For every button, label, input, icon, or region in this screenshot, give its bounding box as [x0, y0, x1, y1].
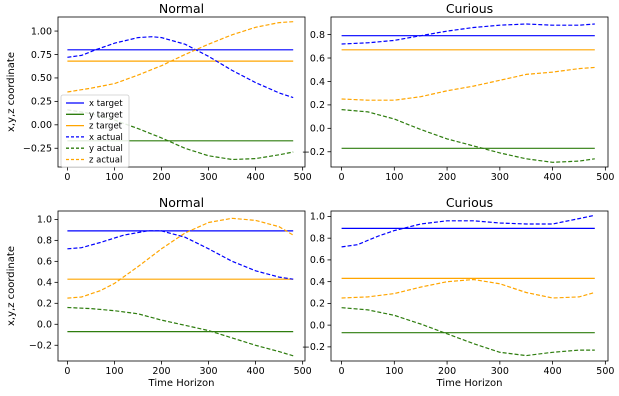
- y-tick-label: 0.8: [310, 30, 325, 41]
- series-line-z-actual: [341, 66, 595, 101]
- y-tick-label: 0.6: [310, 53, 325, 64]
- y-tick-label: 0.2: [310, 299, 325, 310]
- x-tick-label: 200: [152, 366, 170, 377]
- y-tick-label: 0.4: [310, 277, 325, 288]
- x-tick-label: 0: [339, 366, 345, 377]
- series-line-y-actual: [67, 306, 294, 357]
- x-tick-label: 0: [64, 366, 70, 377]
- x-tick-label: 300: [491, 366, 509, 377]
- legend-entry: z target: [89, 122, 123, 132]
- subplot-title: Curious: [446, 1, 493, 16]
- series-line-y-actual: [341, 307, 595, 357]
- subplot-2: Curious 0 100 200 300 400 500 −0.2 0.0 0.2 0.4 0.6 0…: [302, 1, 615, 183]
- x-tick-label: 200: [438, 366, 456, 377]
- series-line-y-actual: [341, 109, 595, 163]
- x-tick-label: 200: [438, 172, 456, 183]
- subplot-title: Curious: [446, 195, 493, 210]
- x-tick-label: 100: [385, 366, 403, 377]
- subplot-title: Normal: [159, 195, 204, 210]
- y-tick-label: −0.2: [302, 147, 325, 158]
- x-tick-label: 400: [247, 366, 265, 377]
- x-tick-label: 200: [152, 172, 170, 183]
- series-line-y-actual: [67, 109, 294, 161]
- y-tick-label: 0.0: [310, 320, 325, 331]
- y-tick-label: 0.00: [31, 120, 52, 131]
- y-tick-label: 0.8: [37, 236, 52, 247]
- x-tick-label: 300: [491, 172, 509, 183]
- subplot-3: Normal 0 100 200 300 400 500 −0.2 0.0 0.2 0.4 0.6 0.…: [6, 195, 312, 389]
- y-tick-label: 0.50: [31, 73, 52, 84]
- subplot-1: Normal 0 100 200 300 400 500 −0.25 0.00 0.25 0.50 0…: [6, 1, 312, 183]
- x-tick-label: 0: [64, 172, 70, 183]
- y-tick-label: −0.25: [23, 144, 52, 155]
- x-tick-label: 300: [199, 366, 217, 377]
- x-tick-label: 0: [339, 172, 345, 183]
- axes-frame: [330, 16, 609, 168]
- series-line-x-actual: [67, 230, 294, 280]
- y-tick-label: −0.2: [29, 341, 52, 352]
- axes-frame: [57, 16, 306, 168]
- series-line-z-actual: [67, 217, 294, 299]
- y-axis-label: x,y,z coordinate: [6, 246, 17, 326]
- x-axis-label: Time Horizon: [148, 378, 215, 389]
- y-tick-label: 1.00: [31, 26, 52, 37]
- y-tick-label: 0.0: [310, 124, 325, 135]
- legend-entry: z actual: [89, 156, 122, 166]
- series-line-x-actual: [341, 23, 595, 45]
- y-tick-label: 0.4: [37, 278, 52, 289]
- series-line-z-actual: [341, 278, 595, 299]
- legend-entry: y target: [89, 110, 123, 120]
- y-tick-label: 0.6: [310, 255, 325, 266]
- series-line-x-actual: [341, 214, 595, 248]
- x-tick-label: 400: [544, 172, 562, 183]
- y-tick-label: 0.8: [310, 233, 325, 244]
- y-tick-label: 0.2: [310, 100, 325, 111]
- x-tick-label: 100: [385, 172, 403, 183]
- x-tick-label: 400: [544, 366, 562, 377]
- x-tick-label: 300: [199, 172, 217, 183]
- y-tick-label: 0.75: [31, 50, 52, 61]
- legend-entry: y actual: [89, 144, 123, 154]
- x-tick-label: 500: [596, 366, 614, 377]
- x-tick-label: 500: [596, 172, 614, 183]
- x-tick-label: 100: [105, 366, 123, 377]
- y-tick-label: 0.2: [37, 299, 52, 310]
- y-tick-label: 1.0: [310, 212, 325, 223]
- x-tick-label: 500: [294, 366, 312, 377]
- legend-frame: [60, 94, 130, 168]
- y-axis-label: x,y,z coordinate: [6, 52, 17, 132]
- legend-entry: x target: [89, 99, 123, 109]
- x-tick-label: 500: [294, 172, 312, 183]
- x-tick-label: 400: [247, 172, 265, 183]
- x-tick-label: 100: [105, 172, 123, 183]
- y-tick-label: 0.25: [31, 97, 52, 108]
- y-tick-label: 0.6: [37, 257, 52, 268]
- y-tick-label: −0.2: [302, 342, 325, 353]
- series-line-z-actual: [67, 21, 294, 93]
- subplot-title: Normal: [159, 1, 204, 16]
- y-tick-label: 0.0: [37, 320, 52, 331]
- y-tick-label: 0.4: [310, 77, 325, 88]
- series-line-x-actual: [67, 36, 294, 99]
- subplot-4: Curious 0 100 200 300 400 500 −0.2 0.0 0.2 0.4 0.6 0…: [302, 195, 615, 389]
- y-tick-label: 1.0: [37, 215, 52, 226]
- axes-frame: [330, 210, 609, 362]
- axes-frame: [57, 210, 306, 362]
- x-axis-label: Time Horizon: [436, 378, 503, 389]
- legend-entry: x actual: [89, 133, 123, 143]
